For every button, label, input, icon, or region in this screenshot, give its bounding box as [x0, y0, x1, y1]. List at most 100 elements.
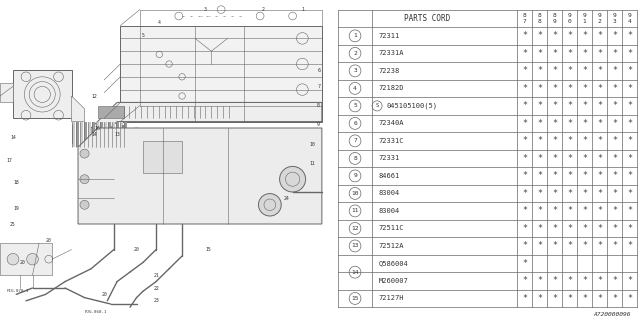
Text: *: *: [567, 294, 572, 303]
Text: *: *: [597, 49, 602, 58]
Text: *: *: [627, 224, 632, 233]
Text: 1: 1: [301, 7, 304, 12]
Circle shape: [7, 253, 19, 265]
Text: 3: 3: [204, 7, 206, 12]
Text: *: *: [522, 172, 527, 180]
Text: 2: 2: [262, 7, 265, 12]
Text: *: *: [567, 276, 572, 285]
Text: 13: 13: [114, 132, 120, 137]
Text: *: *: [537, 276, 542, 285]
Text: *: *: [627, 101, 632, 110]
Bar: [116, 122, 120, 147]
Text: 19: 19: [13, 205, 19, 211]
Text: *: *: [627, 206, 632, 215]
Text: *: *: [567, 224, 572, 233]
Bar: [143, 141, 182, 173]
Text: M260007: M260007: [379, 278, 408, 284]
Text: *: *: [582, 31, 587, 40]
Text: 8: 8: [553, 13, 556, 18]
Text: *: *: [537, 136, 542, 145]
Text: *: *: [537, 66, 542, 76]
Bar: [92, 122, 95, 147]
Text: *: *: [612, 294, 617, 303]
Bar: [88, 122, 92, 147]
Text: *: *: [597, 136, 602, 145]
Text: 7: 7: [317, 84, 320, 89]
Text: *: *: [567, 189, 572, 198]
Text: *: *: [537, 101, 542, 110]
Text: *: *: [552, 294, 557, 303]
Text: 1: 1: [353, 33, 357, 38]
Text: *: *: [522, 101, 527, 110]
Text: 9: 9: [568, 13, 572, 18]
Text: 8: 8: [538, 13, 541, 18]
Text: *: *: [552, 84, 557, 93]
Text: *: *: [552, 189, 557, 198]
Text: *: *: [597, 224, 602, 233]
Text: *: *: [567, 172, 572, 180]
Bar: [104, 122, 108, 147]
Text: 13: 13: [351, 244, 359, 248]
Text: 5: 5: [353, 103, 357, 108]
Text: *: *: [597, 189, 602, 198]
Text: Q586004: Q586004: [379, 260, 408, 267]
Text: 14: 14: [351, 270, 359, 275]
Text: 12: 12: [92, 93, 97, 99]
Text: *: *: [597, 294, 602, 303]
Text: *: *: [582, 172, 587, 180]
Text: 72127H: 72127H: [379, 295, 404, 301]
Text: *: *: [522, 259, 527, 268]
Text: 8: 8: [523, 13, 527, 18]
Text: *: *: [627, 136, 632, 145]
Text: 72511C: 72511C: [379, 225, 404, 231]
Text: 22: 22: [153, 285, 159, 291]
Text: 10: 10: [309, 141, 315, 147]
Text: 83004: 83004: [379, 190, 400, 196]
Circle shape: [27, 253, 38, 265]
Text: 4: 4: [353, 86, 357, 91]
Text: 20: 20: [101, 292, 107, 297]
Text: *: *: [597, 66, 602, 76]
Polygon shape: [78, 128, 322, 224]
Text: *: *: [612, 49, 617, 58]
Text: *: *: [522, 119, 527, 128]
Text: 10: 10: [351, 191, 359, 196]
Text: *: *: [597, 154, 602, 163]
Bar: [72, 122, 76, 147]
Text: *: *: [567, 66, 572, 76]
Text: *: *: [597, 172, 602, 180]
Text: *: *: [582, 241, 587, 251]
Text: 4: 4: [158, 20, 161, 25]
Text: 83004: 83004: [379, 208, 400, 214]
Text: *: *: [612, 119, 617, 128]
Text: *: *: [552, 101, 557, 110]
Text: *: *: [537, 224, 542, 233]
Text: *: *: [537, 206, 542, 215]
Text: *: *: [567, 101, 572, 110]
Text: 3: 3: [612, 19, 616, 24]
Text: 9: 9: [317, 122, 320, 127]
Text: *: *: [597, 101, 602, 110]
Text: *: *: [582, 294, 587, 303]
Bar: [72, 125, 73, 144]
Text: 2: 2: [353, 51, 357, 56]
Text: 2: 2: [598, 19, 602, 24]
Bar: [76, 122, 79, 147]
Text: *: *: [522, 241, 527, 251]
Text: *: *: [612, 224, 617, 233]
Circle shape: [80, 149, 89, 158]
Text: 11: 11: [351, 208, 359, 213]
Polygon shape: [72, 96, 84, 122]
Text: A720000096: A720000096: [593, 312, 630, 317]
Text: 7: 7: [523, 19, 527, 24]
Text: *: *: [582, 84, 587, 93]
Text: *: *: [567, 241, 572, 251]
Text: 3: 3: [353, 68, 357, 73]
Polygon shape: [0, 83, 13, 102]
Text: *: *: [612, 154, 617, 163]
Text: 11: 11: [309, 161, 315, 166]
Text: *: *: [552, 31, 557, 40]
Text: 15: 15: [205, 247, 211, 252]
Text: 15: 15: [351, 296, 359, 301]
Text: *: *: [582, 189, 587, 198]
